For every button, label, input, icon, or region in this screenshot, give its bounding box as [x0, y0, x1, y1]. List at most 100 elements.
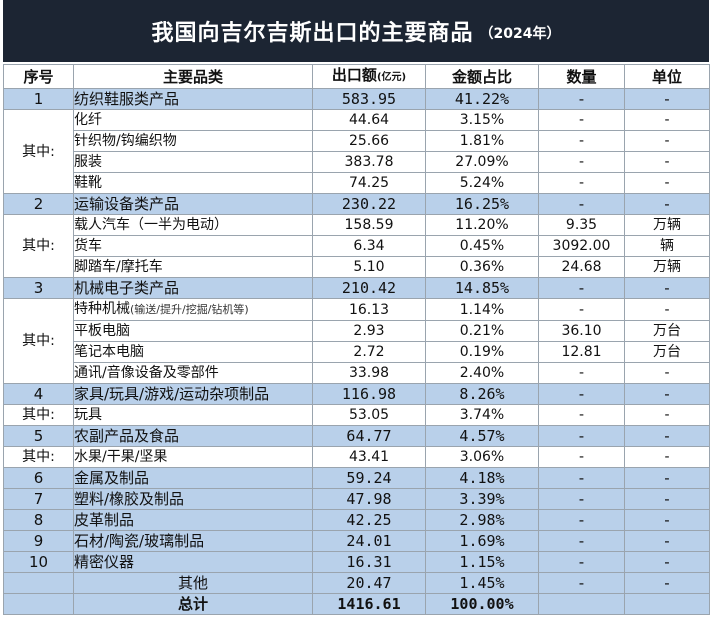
row-share: 2.40% — [425, 362, 539, 384]
row-name: 塑料/橡胶及制品 — [73, 488, 313, 510]
table-row: 2 运输设备类产品 230.22 16.25% - - — [3, 193, 710, 215]
table-row: 货车 6.34 0.45% 3092.00 辆 — [4, 235, 710, 257]
row-unit: - — [624, 425, 710, 447]
row-value: 33.98 — [312, 362, 426, 384]
table-row: 其中: 水果/干果/坚果 43.41 3.06% - - — [3, 446, 710, 468]
row-name: 特种机械(输送/提升/挖掘/钻机等) — [73, 298, 313, 321]
table-row: 服装 383.78 27.09% - - — [4, 151, 710, 173]
row-value: 47.98 — [312, 488, 426, 510]
row-value: 583.95 — [312, 88, 426, 110]
row-index: 2 — [3, 193, 74, 215]
row-value: 24.01 — [312, 530, 426, 552]
row-index: 7 — [3, 488, 74, 510]
table-row: 4 家具/玩具/游戏/运动杂项制品 116.98 8.26% - - — [3, 383, 710, 405]
row-qty: - — [538, 383, 625, 405]
row-qty: - — [538, 88, 625, 110]
row-unit: - — [624, 446, 710, 468]
row-unit: - — [624, 383, 710, 405]
row-qty: - — [538, 551, 625, 573]
sub-label: 其中: — [3, 214, 74, 278]
row-share: 0.45% — [425, 235, 539, 257]
table-row: 其他 20.47 1.45% - - — [3, 572, 710, 594]
row-value: 2.93 — [312, 320, 426, 342]
row-share: 1.45% — [425, 572, 539, 594]
table-row: 其中: 玩具 53.05 3.74% - - — [3, 404, 710, 426]
row-value: 53.05 — [312, 404, 426, 426]
row-share: 2.98% — [425, 509, 539, 531]
row-name: 金属及制品 — [73, 467, 313, 489]
header-export-label: 出口额 — [331, 66, 377, 84]
row-share: 0.19% — [425, 341, 539, 363]
row-value: 42.25 — [312, 509, 426, 531]
header-category: 主要品类 — [73, 64, 313, 89]
row-name: 其他 — [73, 572, 313, 594]
export-table: 序号 主要品类 出口额(亿元) 金额占比 数量 单位 1 纺织鞋服类产品 583… — [3, 64, 710, 615]
row-value: 74.25 — [312, 172, 426, 194]
row-index: 3 — [3, 277, 74, 299]
table-row: 平板电脑 2.93 0.21% 36.10 万台 — [4, 320, 710, 342]
row-unit: - — [624, 551, 710, 573]
table-row: 5 农副产品及食品 64.77 4.57% - - — [3, 425, 710, 447]
row-unit: - — [624, 509, 710, 531]
row-share: 1.15% — [425, 551, 539, 573]
row-index: 4 — [3, 383, 74, 405]
sub-label: 其中: — [3, 404, 74, 426]
row-value: 20.47 — [312, 572, 426, 594]
row-unit: 万台 — [624, 341, 710, 363]
row-name: 鞋靴 — [73, 172, 313, 194]
row-name: 家具/玩具/游戏/运动杂项制品 — [73, 383, 313, 405]
page-title: 我国向吉尔吉斯出口的主要商品 — [151, 21, 474, 46]
row-qty: - — [538, 362, 625, 384]
row-qty: 36.10 — [538, 320, 625, 342]
row-share: 11.20% — [425, 214, 539, 236]
row-name: 纺织鞋服类产品 — [73, 88, 313, 110]
row-qty: - — [538, 298, 625, 321]
row-share: 4.18% — [425, 467, 539, 489]
header-index: 序号 — [3, 64, 74, 89]
row-unit: - — [624, 362, 710, 384]
table-row: 其中: 载人汽车（一半为电动） 158.59 11.20% 9.35 万辆 — [3, 214, 710, 278]
total-label: 总计 — [73, 593, 313, 615]
table-row: 7 塑料/橡胶及制品 47.98 3.39% - - — [3, 488, 710, 510]
table-row: 10 精密仪器 16.31 1.15% - - — [3, 551, 710, 573]
row-share: 5.24% — [425, 172, 539, 194]
row-unit: 万台 — [624, 320, 710, 342]
sub-label: 其中: — [3, 446, 74, 468]
header-unit: 单位 — [624, 64, 710, 89]
header-row: 序号 主要品类 出口额(亿元) 金额占比 数量 单位 — [3, 64, 710, 89]
row-unit: - — [624, 467, 710, 489]
row-unit: - — [624, 88, 710, 110]
row-value: 44.64 — [312, 109, 426, 131]
row-share: 3.15% — [425, 109, 539, 131]
row-share: 16.25% — [425, 193, 539, 215]
row-share: 8.26% — [425, 383, 539, 405]
row-unit: - — [624, 109, 710, 131]
row-value: 2.72 — [312, 341, 426, 363]
header-export-unit: (亿元) — [376, 72, 407, 83]
row-qty: 3092.00 — [538, 235, 625, 257]
row-unit: - — [624, 572, 710, 594]
row-value: 116.98 — [312, 383, 426, 405]
row-value: 158.59 — [312, 214, 426, 236]
row-name: 运输设备类产品 — [73, 193, 313, 215]
total-unit — [624, 593, 710, 615]
row-unit: - — [624, 277, 710, 299]
row-name: 通讯/音像设备及零部件 — [73, 362, 313, 384]
row-value: 210.42 — [312, 277, 426, 299]
row-unit: - — [624, 130, 710, 152]
row-value: 43.41 — [312, 446, 426, 468]
row-name: 针织物/钩编织物 — [73, 130, 313, 152]
row-value: 16.13 — [312, 298, 426, 321]
table-row: 8 皮革制品 42.25 2.98% - - — [3, 509, 710, 531]
row-share: 3.74% — [425, 404, 539, 426]
row-qty: - — [538, 151, 625, 173]
row-name: 笔记本电脑 — [73, 341, 313, 363]
header-share: 金额占比 — [425, 64, 539, 89]
table-row: 1 纺织鞋服类产品 583.95 41.22% - - — [3, 88, 710, 110]
row-index: 5 — [3, 425, 74, 447]
row-qty: 12.81 — [538, 341, 625, 363]
row-qty: - — [538, 425, 625, 447]
table-row: 3 机械电子类产品 210.42 14.85% - - — [3, 277, 710, 299]
row-unit: - — [624, 151, 710, 173]
table-row: 其中: 特种机械(输送/提升/挖掘/钻机等) 16.13 1.14% - - — [3, 298, 710, 384]
